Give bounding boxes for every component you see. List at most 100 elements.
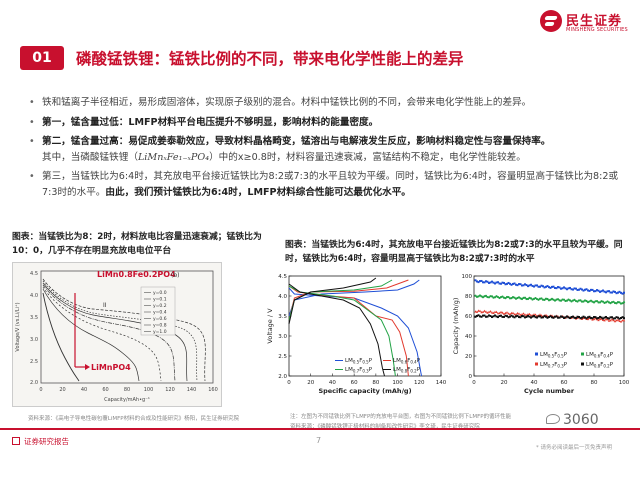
cycle-point — [520, 313, 524, 316]
cycle-point — [597, 289, 600, 292]
cycle-legend-label: LM0.5F0.5P — [540, 352, 568, 359]
cycle-point — [517, 312, 521, 315]
cycle-point — [489, 314, 492, 317]
cycle-point — [608, 290, 610, 293]
cycle-point — [495, 281, 498, 284]
right-figure-caption: 图表：当锰铁比为6:4时，其充放电平台接近锰铁比为8:2或7:3的水平且较为平缓… — [285, 240, 623, 264]
voltage-chart-svg: 0 20 40 60 80 100 120 140 2.0 2.5 3.0 3.5 4.0 4.5 LM0… — [266, 274, 447, 395]
cycle-point — [595, 299, 599, 303]
cycle-point — [612, 318, 615, 322]
cycle-point — [567, 287, 570, 290]
voltage-legend-label: LM0.5F0.5P — [345, 358, 373, 365]
cycle-point — [492, 281, 495, 284]
bullet-3-pre: 其中，当磷酸锰铁锂（ — [42, 151, 138, 163]
cycle-point — [597, 316, 600, 319]
cycle-point — [614, 317, 616, 320]
cycle-point — [543, 315, 546, 318]
cycle-point — [531, 315, 534, 318]
wechat-icon — [546, 414, 560, 424]
cycle-point — [581, 316, 583, 319]
cycle-point — [573, 316, 576, 319]
cycle-point — [612, 290, 615, 293]
cycle-point — [594, 290, 597, 293]
cycle-point — [498, 282, 501, 285]
left-xtick: 160 — [208, 387, 218, 393]
left-label-lmfp: LiMn0.8Fe0.2PO4 — [97, 270, 176, 279]
cycle-point — [617, 316, 619, 319]
cycle-point — [514, 312, 518, 316]
cycle-point — [592, 317, 596, 321]
cycle-point — [480, 279, 483, 282]
cycle-point — [528, 312, 531, 315]
right-source-note: 注：左图为不同锰铁比例下LMFP的充放电平台图，右图为不同锰铁比例下LMFP的循… — [290, 414, 512, 420]
cycle-point — [539, 285, 541, 288]
cycle-point — [522, 284, 525, 287]
cycle-point — [534, 284, 537, 287]
cycle-point — [511, 311, 515, 314]
cycle-point — [555, 315, 558, 318]
cycle-point — [570, 288, 573, 291]
left-curve — [42, 282, 188, 382]
cycle-point — [593, 316, 595, 319]
cycle-point — [523, 296, 527, 299]
cycle-point — [602, 317, 604, 320]
cycle-point — [527, 285, 529, 288]
cycle-point — [506, 315, 508, 318]
voltage-series — [288, 277, 422, 377]
cycle-point — [599, 315, 601, 318]
cycle-point — [483, 281, 486, 284]
cycle-point — [490, 311, 494, 314]
bullet-3-bold: 第二，锰含量过高：易促成姜泰勒效应，导致材料晶格畸变，锰溶出与电解液发生反应，影… — [42, 136, 551, 147]
voltage-xtick-label: 100 — [392, 380, 403, 386]
cycle-point — [486, 315, 489, 318]
cycle-point — [552, 285, 555, 288]
voltage-ytick-label: 3.5 — [278, 314, 287, 320]
cycle-point — [489, 310, 492, 313]
cycle-point — [596, 289, 598, 292]
cycle-point — [560, 315, 562, 318]
cycle-point — [503, 281, 505, 284]
cycle-point — [557, 316, 559, 319]
cycle-point — [566, 288, 568, 291]
cycle-point — [524, 316, 526, 319]
cycle-point — [546, 285, 549, 288]
cycle-point — [478, 309, 482, 312]
voltage-legend-label: LM0.6F0.4P — [393, 358, 421, 365]
cycle-point — [564, 316, 567, 319]
left-xtick: 0 — [39, 387, 42, 393]
voltage-discharge-line — [288, 285, 396, 377]
left-ytick: 4.5 — [30, 271, 38, 277]
cycle-point — [521, 284, 523, 287]
cycle-point — [622, 301, 626, 304]
formula: LiMnₓFe₁₋ₓPO₄ — [137, 151, 210, 163]
cycle-point — [582, 289, 585, 292]
report-icon — [12, 437, 20, 445]
cycle-point — [500, 314, 502, 317]
cycle-point — [581, 288, 583, 291]
cycle-point — [501, 281, 504, 284]
left-figure-caption: 图表：当锰铁比为8：2时，材料放电比容量迅速衰减；锰铁比为10：0，几乎不存在明… — [12, 232, 262, 256]
cycle-point — [566, 315, 568, 318]
cycle-point — [492, 315, 495, 318]
left-xlabel: Capacity/mAh•g⁻¹ — [104, 397, 150, 403]
footer-label: 证券研究报告 — [12, 436, 69, 447]
cycle-point — [620, 316, 622, 319]
cycle-point — [609, 319, 612, 322]
cycle-ytick-label: 60 — [465, 314, 472, 320]
watermark: 3060 — [546, 412, 599, 428]
cycle-point — [540, 316, 543, 319]
cycle-point — [546, 316, 549, 319]
left-legend-item: y=0.1 — [153, 297, 167, 303]
left-legend-item: y=1.0 — [153, 329, 167, 335]
cycle-point — [528, 315, 531, 318]
cycle-point — [493, 310, 497, 313]
cycle-point — [549, 315, 552, 318]
cycle-point — [610, 318, 614, 321]
cycle-point — [507, 312, 510, 315]
bullet-3-post: ）中的x≥0.8时，材料容量迅速衰减，富锰结构不稳定，电化学性能较差。 — [209, 151, 526, 163]
cycle-point — [617, 291, 619, 294]
cycle-point — [484, 294, 488, 297]
left-xtick: 140 — [187, 387, 197, 393]
cycle-point — [557, 286, 559, 289]
cycle-point — [477, 281, 480, 284]
